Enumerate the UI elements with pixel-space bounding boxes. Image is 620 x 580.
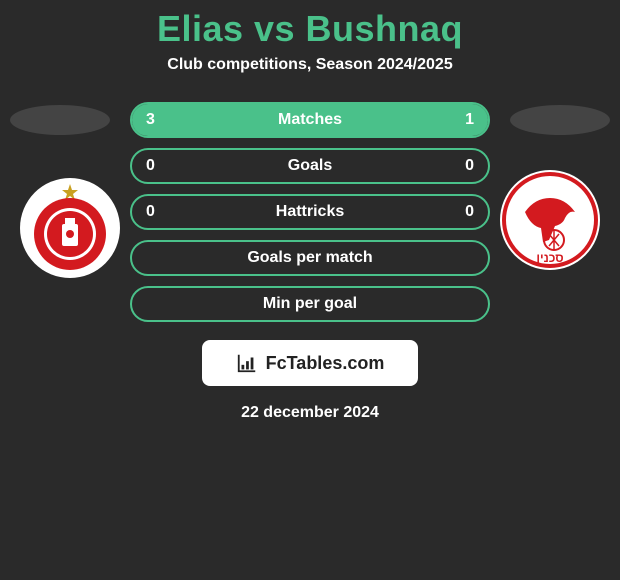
- stat-bar-goals-per-match: Goals per match: [130, 240, 490, 276]
- stat-bar-goals: 0 Goals 0: [130, 148, 490, 184]
- chart-icon: [236, 352, 258, 374]
- stat-bar-wrap: 3 Matches 1: [110, 102, 510, 138]
- bar-right-fill: [399, 104, 488, 136]
- stat-label: Min per goal: [263, 295, 357, 313]
- stat-left-value: 0: [146, 203, 155, 221]
- stat-bar-hattricks: 0 Hattricks 0: [130, 194, 490, 230]
- page-subtitle: Club competitions, Season 2024/2025: [0, 56, 620, 74]
- stat-label: Goals: [288, 157, 332, 175]
- player-left-avatar: [10, 102, 110, 138]
- club-crest-left: [20, 178, 120, 278]
- stat-left-value: 0: [146, 157, 155, 175]
- player-right-avatar: [510, 102, 610, 138]
- crest-right-svg: סכנין: [500, 170, 600, 270]
- avatar-ellipse-left: [10, 105, 110, 135]
- stat-right-value: 1: [465, 111, 474, 129]
- stat-bar-matches: 3 Matches 1: [130, 102, 490, 138]
- svg-text:סכנין: סכנין: [536, 251, 563, 265]
- stat-right-value: 0: [465, 203, 474, 221]
- crest-left-svg: [20, 178, 120, 278]
- bar-left-fill: [132, 104, 399, 136]
- stat-label: Hattricks: [276, 203, 344, 221]
- page-title: Elias vs Bushnaq: [0, 8, 620, 50]
- stats-block: 0 Goals 0 0 Hattricks 0 Goals per match …: [130, 148, 490, 322]
- footer-date: 22 december 2024: [0, 404, 620, 422]
- stat-label: Goals per match: [247, 249, 372, 267]
- top-row: 3 Matches 1: [0, 102, 620, 138]
- brand-badge[interactable]: FcTables.com: [202, 340, 418, 386]
- stat-left-value: 3: [146, 111, 155, 129]
- stat-label: Matches: [278, 111, 342, 129]
- brand-text: FcTables.com: [266, 353, 385, 374]
- avatar-ellipse-right: [510, 105, 610, 135]
- club-crest-right: סכנין: [500, 170, 600, 270]
- stat-bar-min-per-goal: Min per goal: [130, 286, 490, 322]
- stat-right-value: 0: [465, 157, 474, 175]
